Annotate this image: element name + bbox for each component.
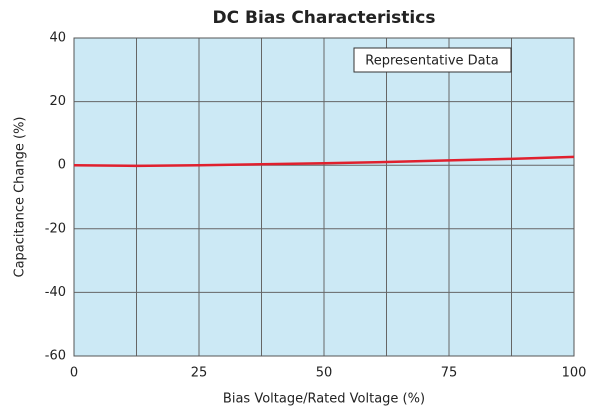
x-tick-label: 25 [191,366,208,381]
y-tick-label: -60 [45,349,66,364]
annotation: Representative Data [365,54,498,69]
annotation-box [353,47,512,73]
y-tick-label: 40 [49,31,66,46]
plot-border [73,37,575,357]
y-tick-label: 20 [49,94,66,109]
y-tick-label: -40 [45,285,66,300]
x-tick-label: 100 [562,366,587,381]
y-tick-label: -20 [45,221,66,236]
chart-title: DC Bias Characteristics [213,8,436,28]
x-tick-label: 50 [316,366,333,381]
data-line [73,155,575,168]
y-axis-label: Capacitance Change (%) [13,116,28,277]
y-tick-label: 0 [58,158,66,173]
x-axis-label: Bias Voltage/Rated Voltage (%) [223,392,425,407]
x-tick-label: 0 [70,366,78,381]
x-tick-label: 75 [441,366,458,381]
